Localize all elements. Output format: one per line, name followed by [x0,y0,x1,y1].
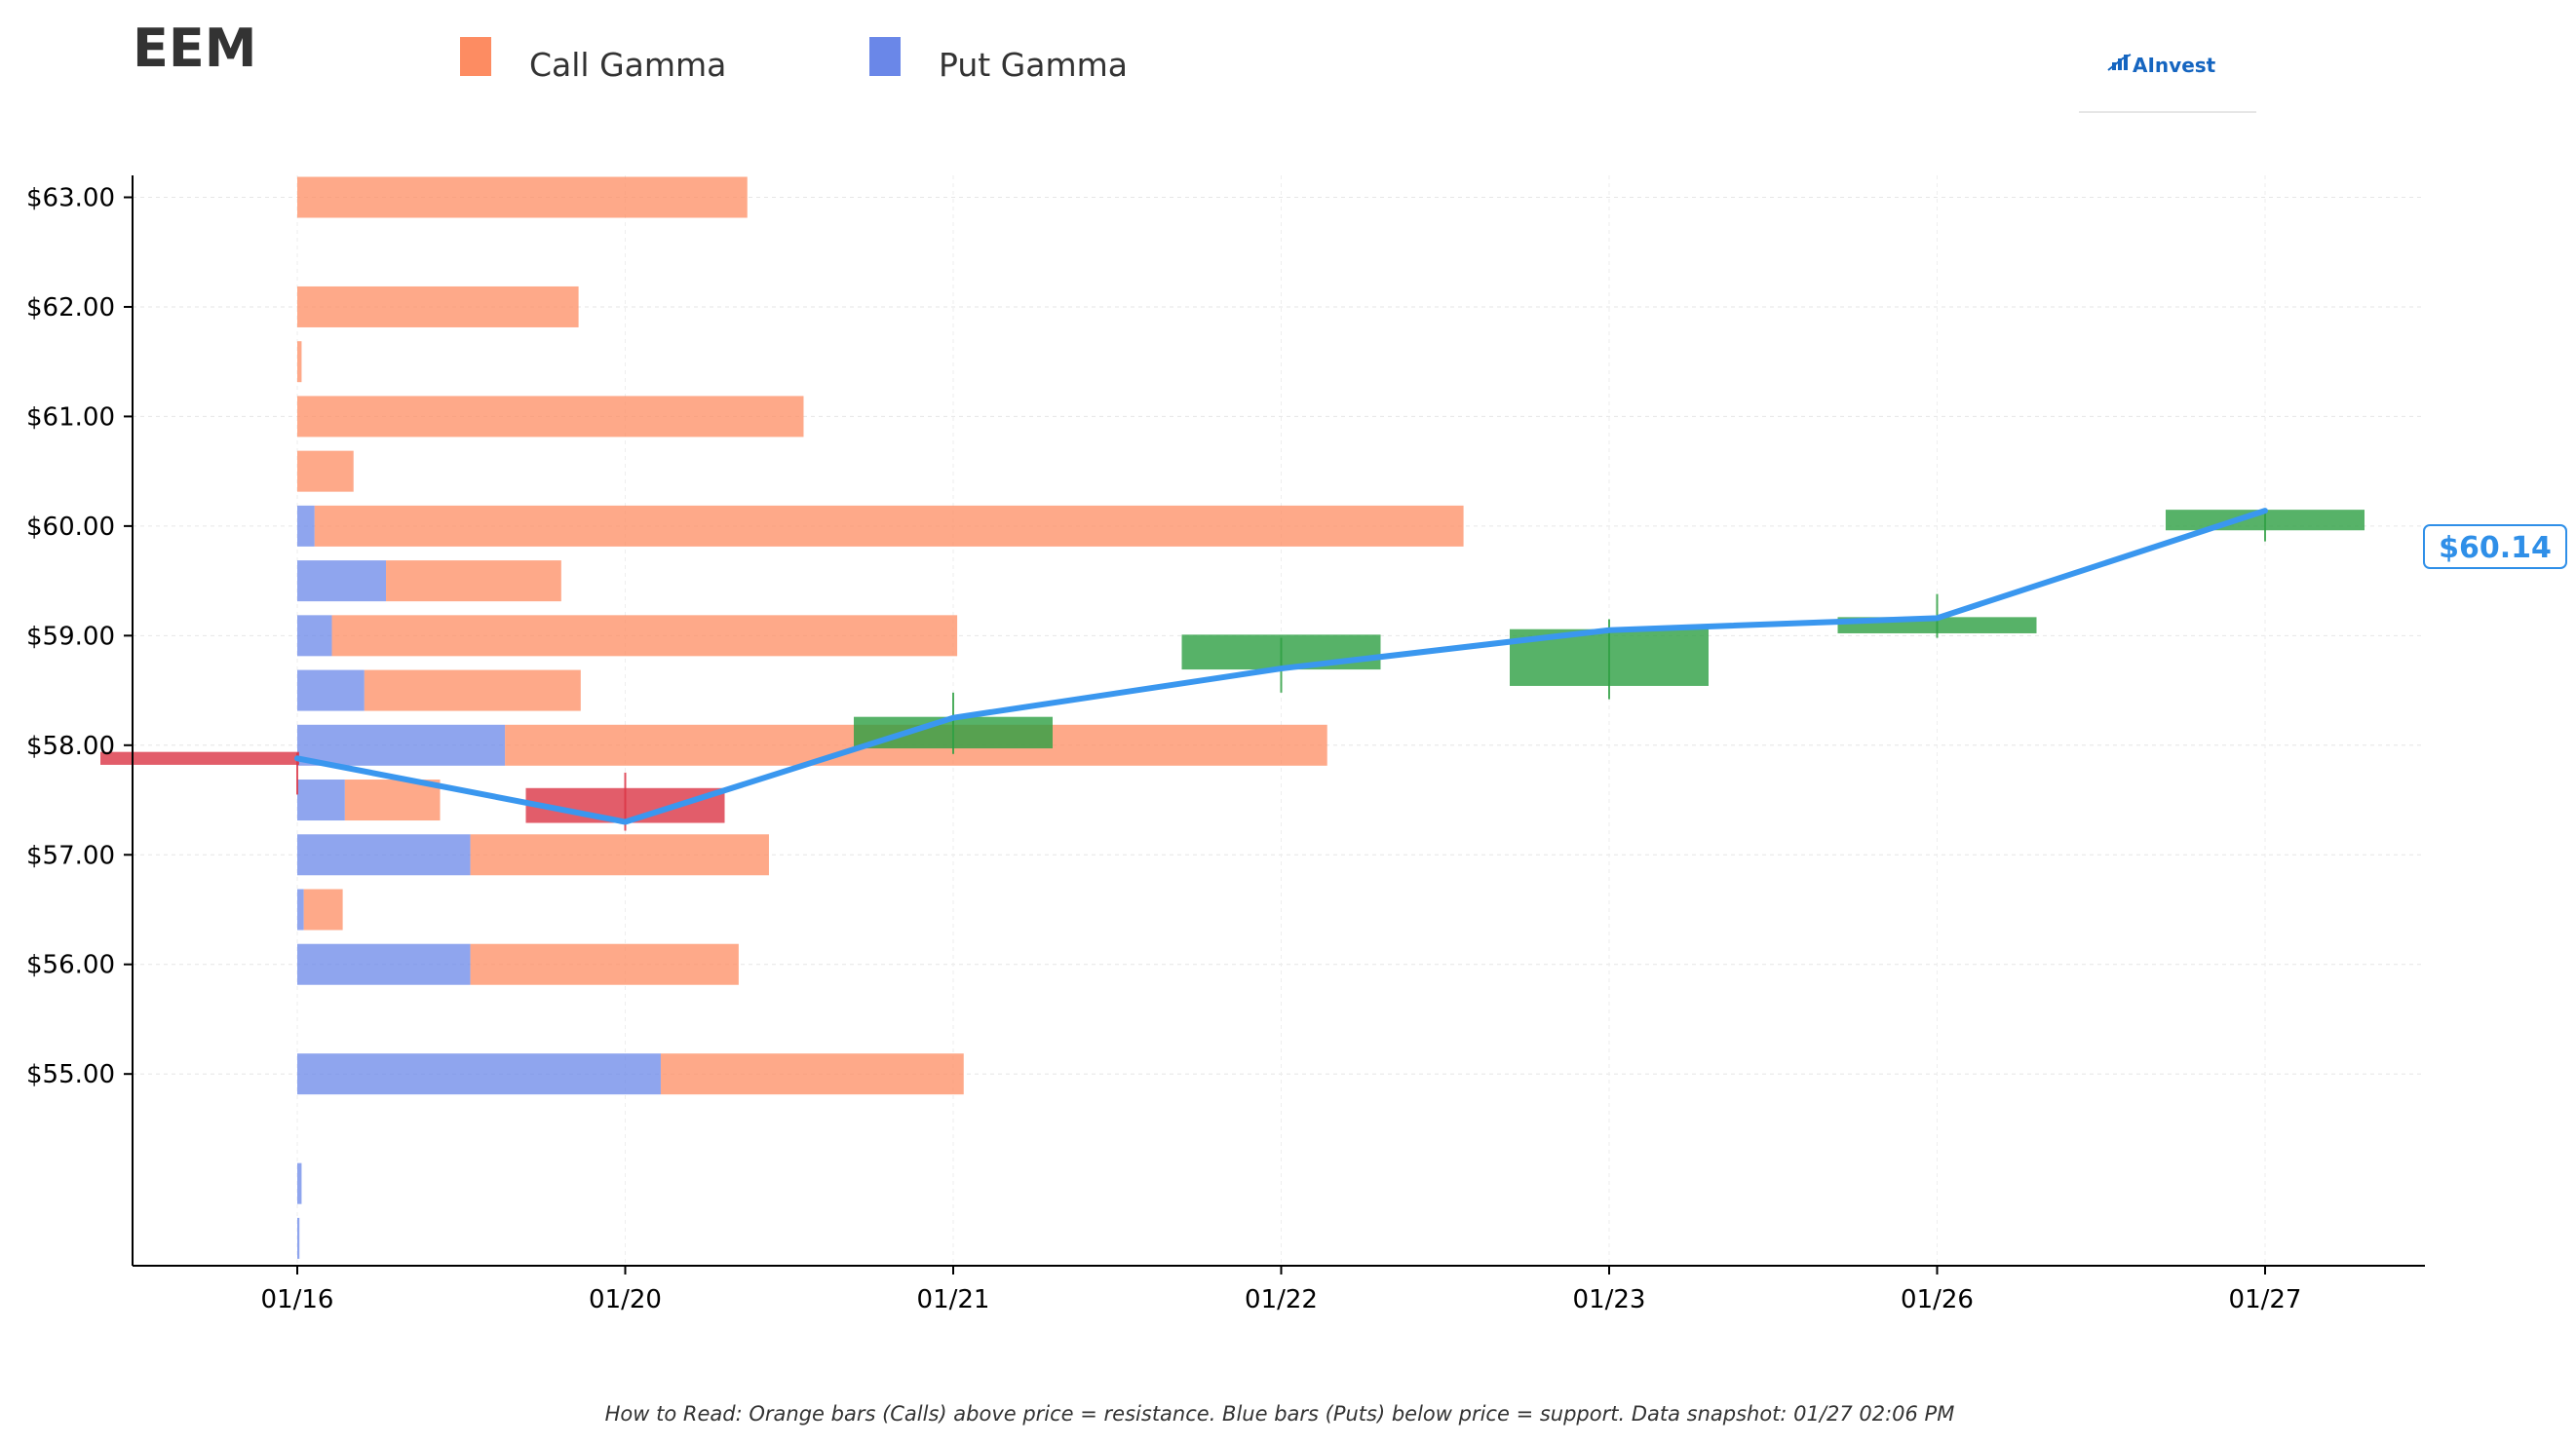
y-tick-label: $56.00 [26,951,115,980]
legend-swatch-call [460,37,491,76]
put-gamma-bar [297,615,332,657]
put-gamma-bar [297,889,304,931]
brand-name: AInvest [2133,54,2216,77]
x-tick-label: 01/22 [1245,1285,1318,1314]
plot-area: $55.00 $56.00 $57.00 $58.00 $59.00 $60.00 $61.… [26,175,2425,1314]
call-gamma-bar [331,615,958,657]
y-tick-label: $63.00 [26,183,115,212]
brand-logo: AInvest [2079,54,2256,113]
price-line [294,508,2268,825]
candle-body [1181,634,1381,670]
x-tick-label: 01/20 [589,1285,662,1314]
y-tick-label: $60.00 [26,513,115,542]
call-gamma-bar [314,505,1464,547]
y-tick-label: $59.00 [26,622,115,651]
put-gamma-bar [297,834,471,876]
call-gamma-bar [297,285,579,327]
x-tick-label: 01/16 [261,1285,334,1314]
call-gamma-bar [386,560,561,602]
put-gamma-bar [297,560,387,602]
call-gamma-bar [303,889,343,931]
put-gamma-bar [297,505,315,547]
legend-label-put: Put Gamma [939,46,1128,84]
call-gamma-bar [297,450,354,492]
y-tick-label: $62.00 [26,293,115,323]
put-gamma-bar [297,1162,302,1204]
price-tag: $60.14 [2423,524,2567,569]
y-tick-label: $57.00 [26,841,115,870]
chart-title: EEM [133,18,257,79]
chart-arrow-icon [2107,54,2132,71]
call-gamma-bar [344,780,441,821]
candle-body [525,787,725,823]
put-gamma-bar [297,724,506,766]
x-tick-label: 01/27 [2229,1285,2302,1314]
call-gamma-bar [297,396,804,438]
x-tick-label: 01/21 [917,1285,990,1314]
legend: Call Gamma Put Gamma [460,37,1128,84]
call-gamma-bar [297,176,748,218]
call-gamma-bar [364,669,581,711]
price-tag-value: $60.14 [2439,531,2552,565]
candle-body [100,751,299,765]
call-gamma-bar [297,341,302,383]
call-gamma-bar [660,1053,964,1095]
y-tick-label: $61.00 [26,402,115,432]
footnote: How to Read: Orange bars (Calls) above p… [605,1402,1955,1426]
candle-body [854,716,1053,749]
legend-label-call: Call Gamma [529,46,726,84]
y-tick-label: $55.00 [26,1060,115,1089]
y-tick-label: $58.00 [26,732,115,761]
call-gamma-bar [470,943,739,985]
price-tag-box [2423,524,2567,569]
put-gamma-bar [297,669,365,711]
put-gamma-bar [297,1053,661,1095]
put-gamma-bar [297,780,345,821]
legend-swatch-put [869,37,901,76]
call-gamma-bar [470,834,769,876]
put-gamma-bar [297,943,471,985]
x-tick-label: 01/26 [1901,1285,1974,1314]
put-gamma-bar [297,1217,300,1259]
x-tick-label: 01/23 [1573,1285,1646,1314]
